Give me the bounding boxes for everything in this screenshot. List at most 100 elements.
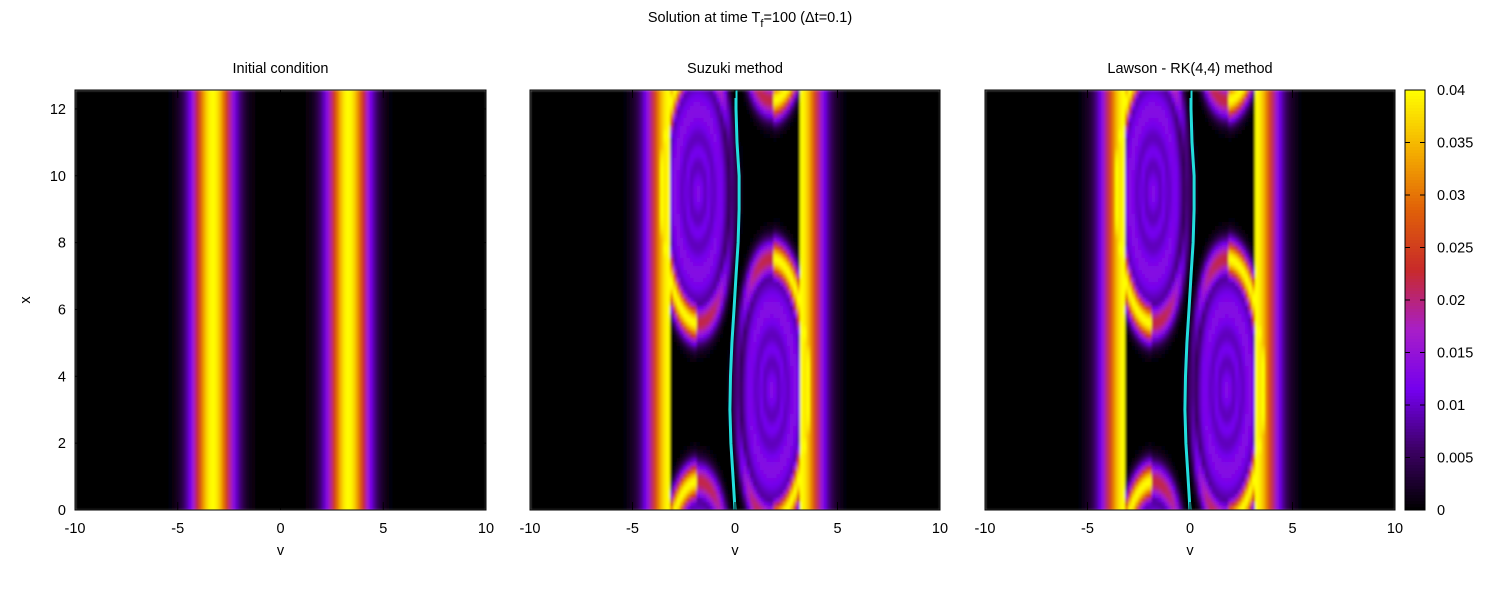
heatmap-cell bbox=[178, 138, 183, 143]
heatmap-cell bbox=[482, 90, 486, 95]
heatmap-cell bbox=[101, 178, 106, 183]
heatmap-cell bbox=[201, 114, 206, 119]
heatmap-cell bbox=[155, 150, 160, 155]
heatmap-cell bbox=[338, 142, 343, 147]
heatmap-cell bbox=[432, 182, 437, 187]
heatmap-cell bbox=[288, 238, 293, 243]
heatmap-cell bbox=[308, 158, 313, 163]
heatmap-cell bbox=[412, 174, 417, 179]
heatmap-cell bbox=[252, 150, 257, 155]
heatmap-cell bbox=[335, 242, 340, 247]
heatmap-cell bbox=[98, 174, 103, 179]
heatmap-cell bbox=[148, 138, 153, 143]
heatmap-cell bbox=[268, 234, 273, 239]
heatmap-cell bbox=[395, 142, 400, 147]
heatmap-cell bbox=[465, 182, 470, 187]
heatmap-cell bbox=[111, 122, 116, 127]
heatmap-cell bbox=[288, 202, 293, 207]
heatmap-cell bbox=[245, 226, 250, 231]
heatmap-cell bbox=[228, 190, 233, 195]
heatmap-cell bbox=[288, 106, 293, 111]
heatmap-cell bbox=[318, 114, 323, 119]
heatmap-cell bbox=[482, 190, 486, 195]
heatmap-cell bbox=[382, 202, 387, 207]
heatmap-cell bbox=[475, 114, 480, 119]
heatmap-cell bbox=[355, 102, 360, 107]
heatmap-cell bbox=[338, 134, 343, 139]
heatmap-cell bbox=[98, 150, 103, 155]
heatmap-cell bbox=[349, 110, 353, 115]
heatmap-cell bbox=[255, 182, 260, 187]
heatmap-cell bbox=[108, 222, 113, 227]
heatmap-cell bbox=[125, 126, 130, 131]
heatmap-cell bbox=[359, 126, 363, 131]
heatmap-cell bbox=[442, 190, 447, 195]
heatmap-cell bbox=[215, 138, 220, 143]
heatmap-cell bbox=[188, 110, 193, 115]
heatmap-cell bbox=[462, 94, 467, 99]
heatmap-cell bbox=[195, 90, 200, 95]
heatmap-cell bbox=[338, 174, 343, 179]
heatmap-cell bbox=[359, 110, 363, 115]
heatmap-cell bbox=[328, 154, 333, 159]
heatmap-cell bbox=[382, 222, 387, 227]
heatmap-cell bbox=[161, 102, 166, 107]
heatmap-cell bbox=[365, 190, 370, 195]
heatmap-cell bbox=[472, 114, 477, 119]
heatmap-cell bbox=[305, 170, 310, 175]
heatmap-cell bbox=[369, 166, 373, 171]
heatmap-cell bbox=[78, 186, 83, 191]
heatmap-cell bbox=[101, 126, 106, 131]
heatmap-cell bbox=[392, 190, 397, 195]
heatmap-cell bbox=[365, 106, 370, 111]
heatmap-cell bbox=[399, 158, 404, 163]
heatmap-cell bbox=[78, 134, 83, 139]
heatmap-cell bbox=[459, 146, 464, 151]
heatmap-cell bbox=[178, 190, 183, 195]
heatmap-cell bbox=[432, 122, 437, 127]
heatmap-cell bbox=[452, 174, 457, 179]
heatmap-cell bbox=[379, 166, 384, 171]
heatmap-cell bbox=[405, 166, 410, 171]
heatmap-cell bbox=[255, 158, 260, 163]
heatmap-cell bbox=[85, 194, 89, 199]
heatmap-cell bbox=[439, 150, 444, 155]
heatmap-cell bbox=[198, 170, 203, 175]
heatmap-cell bbox=[412, 190, 417, 195]
heatmap-cell bbox=[91, 178, 96, 183]
heatmap-cell bbox=[222, 218, 226, 223]
heatmap-cell bbox=[258, 162, 263, 167]
heatmap-cell bbox=[148, 174, 153, 179]
heatmap-cell bbox=[359, 102, 363, 107]
heatmap-cell bbox=[389, 102, 394, 107]
heatmap-cell bbox=[208, 90, 213, 95]
heatmap-cell bbox=[449, 126, 454, 131]
heatmap-cell bbox=[379, 134, 384, 139]
heatmap-cell bbox=[258, 154, 263, 159]
heatmap-cell bbox=[308, 182, 313, 187]
heatmap-cell bbox=[201, 134, 206, 139]
heatmap-cell bbox=[322, 194, 327, 199]
heatmap-cell bbox=[228, 134, 233, 139]
heatmap-cell bbox=[318, 106, 323, 111]
heatmap-cell bbox=[405, 234, 410, 239]
heatmap-cell bbox=[205, 146, 210, 151]
heatmap-cell bbox=[252, 110, 257, 115]
heatmap-cell bbox=[188, 102, 193, 107]
heatmap-cell bbox=[338, 138, 343, 143]
heatmap-cell bbox=[188, 170, 193, 175]
heatmap-cell bbox=[258, 158, 263, 163]
heatmap-cell bbox=[91, 170, 96, 175]
heatmap-cell bbox=[131, 246, 136, 251]
heatmap-cell bbox=[262, 90, 267, 95]
heatmap-cell bbox=[188, 106, 193, 111]
heatmap-cell bbox=[171, 106, 176, 111]
heatmap-cell bbox=[245, 178, 250, 183]
heatmap-cell bbox=[315, 154, 320, 159]
heatmap-cell bbox=[218, 106, 223, 111]
heatmap-cell bbox=[81, 94, 86, 99]
heatmap-cell bbox=[175, 94, 180, 99]
heatmap-cell bbox=[415, 166, 420, 171]
heatmap-cell bbox=[128, 154, 133, 159]
heatmap-cell bbox=[195, 158, 200, 163]
